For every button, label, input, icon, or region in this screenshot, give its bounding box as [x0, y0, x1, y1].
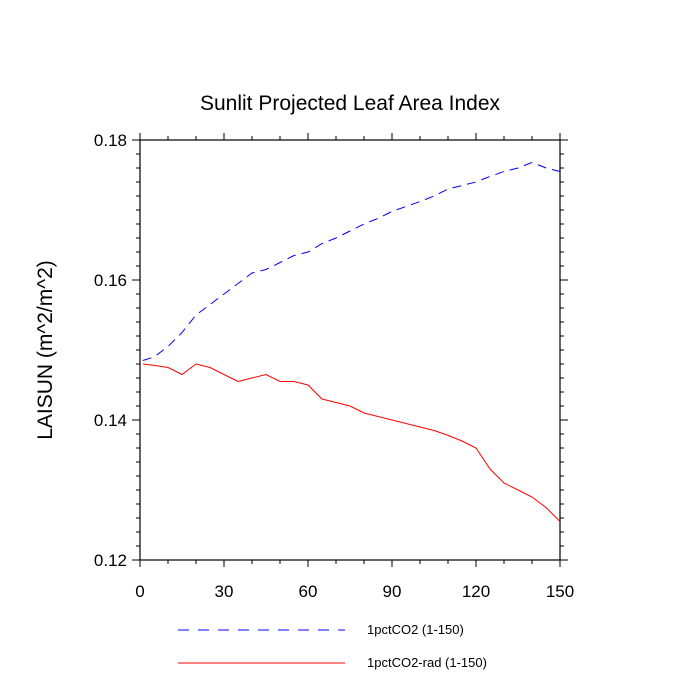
y-axis-label: LAISUN (m^2/m^2) [34, 260, 57, 440]
x-tick-label: 120 [462, 582, 490, 601]
series-line-1 [142, 161, 561, 361]
series-group [142, 161, 561, 522]
x-tick-label: 90 [383, 582, 402, 601]
x-tick-label: 150 [546, 582, 574, 601]
axis-ticks: 0 30 60 90 120 150 0.12 0.14 0.16 0.18 [94, 131, 574, 601]
y-tick-label: 0.14 [94, 411, 127, 430]
x-tick-label: 30 [215, 582, 234, 601]
x-tick-label: 0 [135, 582, 144, 601]
y-tick-label: 0.16 [94, 271, 127, 290]
y-tick-label: 0.12 [94, 551, 127, 570]
legend-label-2: 1pctCO2-rad (1-150) [367, 655, 487, 670]
y-tick-label: 0.18 [94, 131, 127, 150]
x-tick-label: 60 [299, 582, 318, 601]
plot-frame [139, 139, 561, 561]
legend-label-1: 1pctCO2 (1-150) [367, 622, 464, 637]
legend: 1pctCO2 (1-150) 1pctCO2-rad (1-150) [178, 622, 487, 670]
series-line-2 [142, 363, 561, 522]
chart-title: Sunlit Projected Leaf Area Index [200, 92, 501, 115]
